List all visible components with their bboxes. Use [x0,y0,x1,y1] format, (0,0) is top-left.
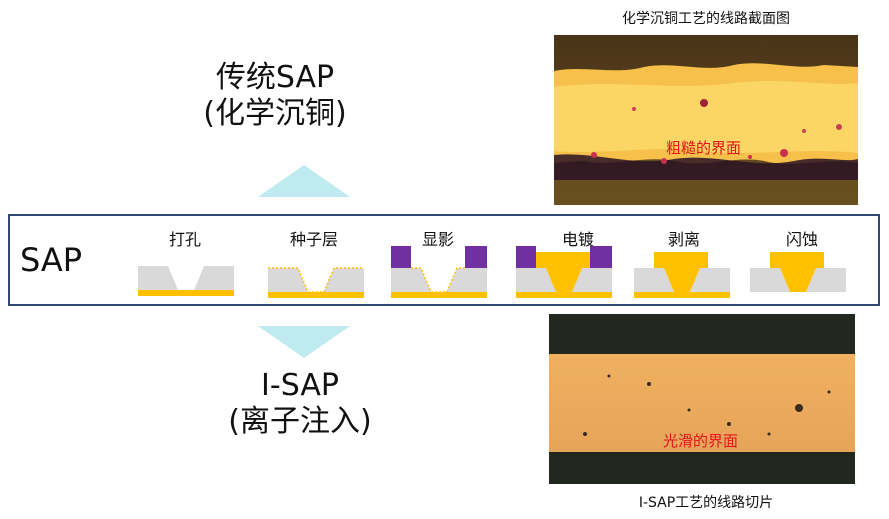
step-develop-figure [391,246,487,298]
step-label-drilling: 打孔 [168,230,201,249]
step-label-strip: 剥离 [667,230,700,249]
step-plating-figure [516,246,612,298]
isap-title-line2: (离子注入) [228,404,372,439]
step-flash-etch-figure [750,252,846,292]
traditional-sap-title: 传统SAP (化学沉铜) [195,60,355,132]
traditional-sap-title-line2: (化学沉铜) [203,96,347,131]
chemical-copper-cross-section-image: 粗糙的界面 [554,35,858,205]
step-label-flash-etch: 闪蚀 [785,230,818,249]
step-drilling-figure [138,266,234,296]
down-arrow-icon [258,326,350,358]
bottom-photo-caption: I-SAP工艺的线路切片 [638,495,774,511]
sap-process-panel: SAP 打孔 种子层 显影 电镀 剥离 [8,214,880,306]
isap-title: I-SAP (离子注入) [215,368,385,440]
step-seed-layer-figure [268,267,364,298]
rough-interface-drawing [554,35,858,205]
step-strip-figure [634,252,730,298]
smooth-interface-drawing [549,314,855,484]
up-arrow-icon [258,165,350,197]
smooth-interface-label: 光滑的界面 [663,432,739,450]
isap-cross-section-image: 光滑的界面 [549,314,855,484]
step-label-develop: 显影 [421,230,454,249]
isap-title-line1: I-SAP [261,368,339,403]
step-label-plating: 电镀 [561,230,594,249]
sap-row-label: SAP [20,241,83,279]
traditional-sap-title-line1: 传统SAP [215,60,335,95]
top-photo-caption: 化学沉铜工艺的线路截面图 [622,11,790,27]
step-label-seed-layer: 种子层 [289,230,338,249]
rough-interface-label: 粗糙的界面 [666,139,742,157]
